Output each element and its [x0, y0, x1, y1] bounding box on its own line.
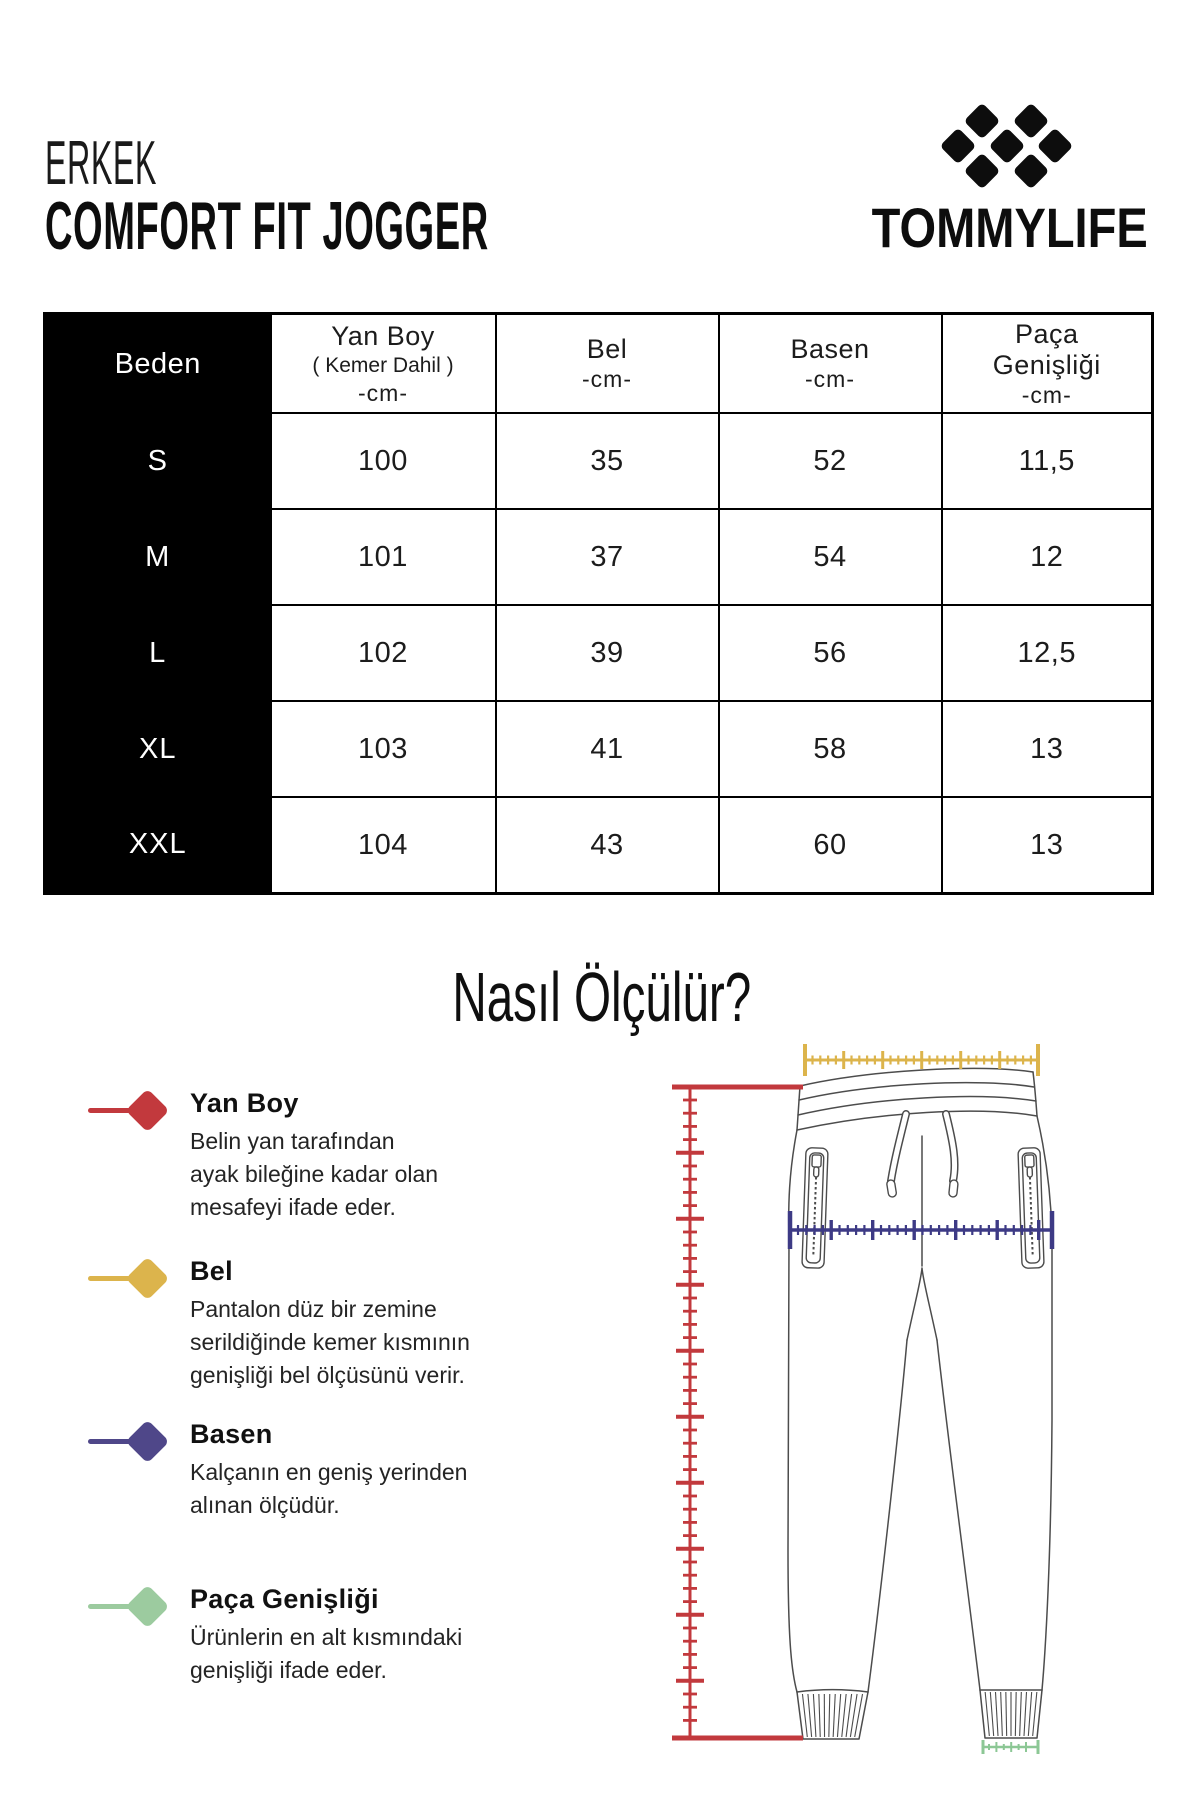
yan-boy-ruler — [672, 1084, 803, 1741]
value-cell: 35 — [494, 412, 720, 510]
value-cell: 13 — [940, 700, 1154, 798]
legend-item-paca-genisligi: Paça Genişliği Ürünlerin en alt kısmında… — [88, 1583, 462, 1687]
value-cell: 56 — [717, 604, 943, 702]
value-cell: 39 — [494, 604, 720, 702]
value-cell: 58 — [717, 700, 943, 798]
jogger-measurement-diagram — [672, 1044, 1055, 1754]
value-cell: 11,5 — [940, 412, 1154, 510]
bel-ruler — [803, 1044, 1040, 1076]
value-cell: 41 — [494, 700, 720, 798]
jogger-outline — [787, 1067, 1053, 1740]
product-gender-title: ERKEK — [45, 129, 157, 198]
value-cell: 12,5 — [940, 604, 1154, 702]
value-cell: 102 — [269, 604, 497, 702]
legend-item-yan-boy: Yan Boy Belin yan tarafından ayak bileğin… — [88, 1087, 438, 1224]
table-row-l: L 102 39 56 12,5 — [44, 604, 1154, 702]
legend-item-bel: Bel Pantalon düz bir zemine serildiğinde … — [88, 1255, 470, 1392]
col-header-bel: Bel -cm- — [494, 312, 720, 414]
product-name-title: COMFORT FIT JOGGER — [45, 188, 489, 264]
col-header-yan-boy: Yan Boy ( Kemer Dahil ) -cm- — [269, 312, 497, 414]
basen-ruler — [787, 1211, 1055, 1249]
legend-description: Ürünlerin en alt kısmındaki genişliği ifa… — [190, 1624, 463, 1683]
col-header-basen: Basen -cm- — [717, 312, 943, 414]
how-to-measure-title: Nasıl Ölçülür? — [452, 958, 752, 1036]
value-cell: 37 — [494, 508, 720, 606]
legend-title: Yan Boy — [190, 1088, 299, 1118]
paca-genisligi-ruler — [981, 1740, 1040, 1754]
size-table: Beden Yan Boy ( Kemer Dahil ) -cm- Bel -… — [43, 312, 1154, 895]
legend-title: Basen — [190, 1419, 273, 1449]
value-cell: 54 — [717, 508, 943, 606]
value-cell: 52 — [717, 412, 943, 510]
value-cell: 103 — [269, 700, 497, 798]
table-row-xl: XL 103 41 58 13 — [44, 700, 1154, 798]
left-zipper-pocket — [801, 1147, 829, 1269]
value-cell: 101 — [269, 508, 497, 606]
size-label: M — [44, 509, 271, 605]
value-cell: 60 — [717, 796, 943, 895]
right-cuff-ribbing — [984, 1691, 1038, 1737]
bel-diamond-marker-icon — [88, 1255, 190, 1301]
legend-description: Belin yan tarafından ayak bileğine kadar … — [190, 1128, 439, 1220]
legend-title: Paça Genişliği — [190, 1584, 379, 1614]
legend-item-basen: Basen Kalçanın en geniş yerinden alınan ö… — [88, 1418, 467, 1522]
value-cell: 13 — [940, 796, 1154, 895]
table-row-xxl: XXL 104 43 60 13 — [44, 796, 1154, 895]
size-label: S — [44, 413, 271, 509]
table-row-m: M 101 37 54 12 — [44, 508, 1154, 606]
brand-logo-icon — [929, 100, 1085, 192]
value-cell: 43 — [494, 796, 720, 895]
legend-description: Pantalon düz bir zemine serildiğinde keme… — [190, 1296, 470, 1388]
table-row-s: S 100 35 52 11,5 — [44, 412, 1154, 510]
right-zipper-pocket — [1017, 1147, 1045, 1269]
value-cell: 12 — [940, 508, 1154, 606]
size-label: L — [44, 605, 271, 701]
col-header-beden: Beden — [44, 313, 271, 413]
value-cell: 100 — [269, 412, 497, 510]
size-label: XL — [44, 701, 271, 797]
drawstring — [886, 1110, 959, 1198]
value-cell: 104 — [269, 796, 497, 895]
legend-title: Bel — [190, 1256, 233, 1286]
basen-diamond-marker-icon — [88, 1418, 190, 1464]
legend-description: Kalçanın en geniş yerinden alınan ölçüdür… — [190, 1459, 468, 1518]
table-header-row: Beden Yan Boy ( Kemer Dahil ) -cm- Bel -… — [44, 312, 1154, 414]
size-label: XXL — [44, 797, 271, 894]
col-header-paca-genisligi: Paça Genişliği -cm- — [940, 312, 1154, 414]
paca-diamond-marker-icon — [88, 1583, 190, 1629]
left-cuff-ribbing — [801, 1693, 864, 1738]
yan-boy-diamond-marker-icon — [88, 1087, 190, 1133]
brand-name: TOMMYLIFE — [871, 196, 1148, 259]
